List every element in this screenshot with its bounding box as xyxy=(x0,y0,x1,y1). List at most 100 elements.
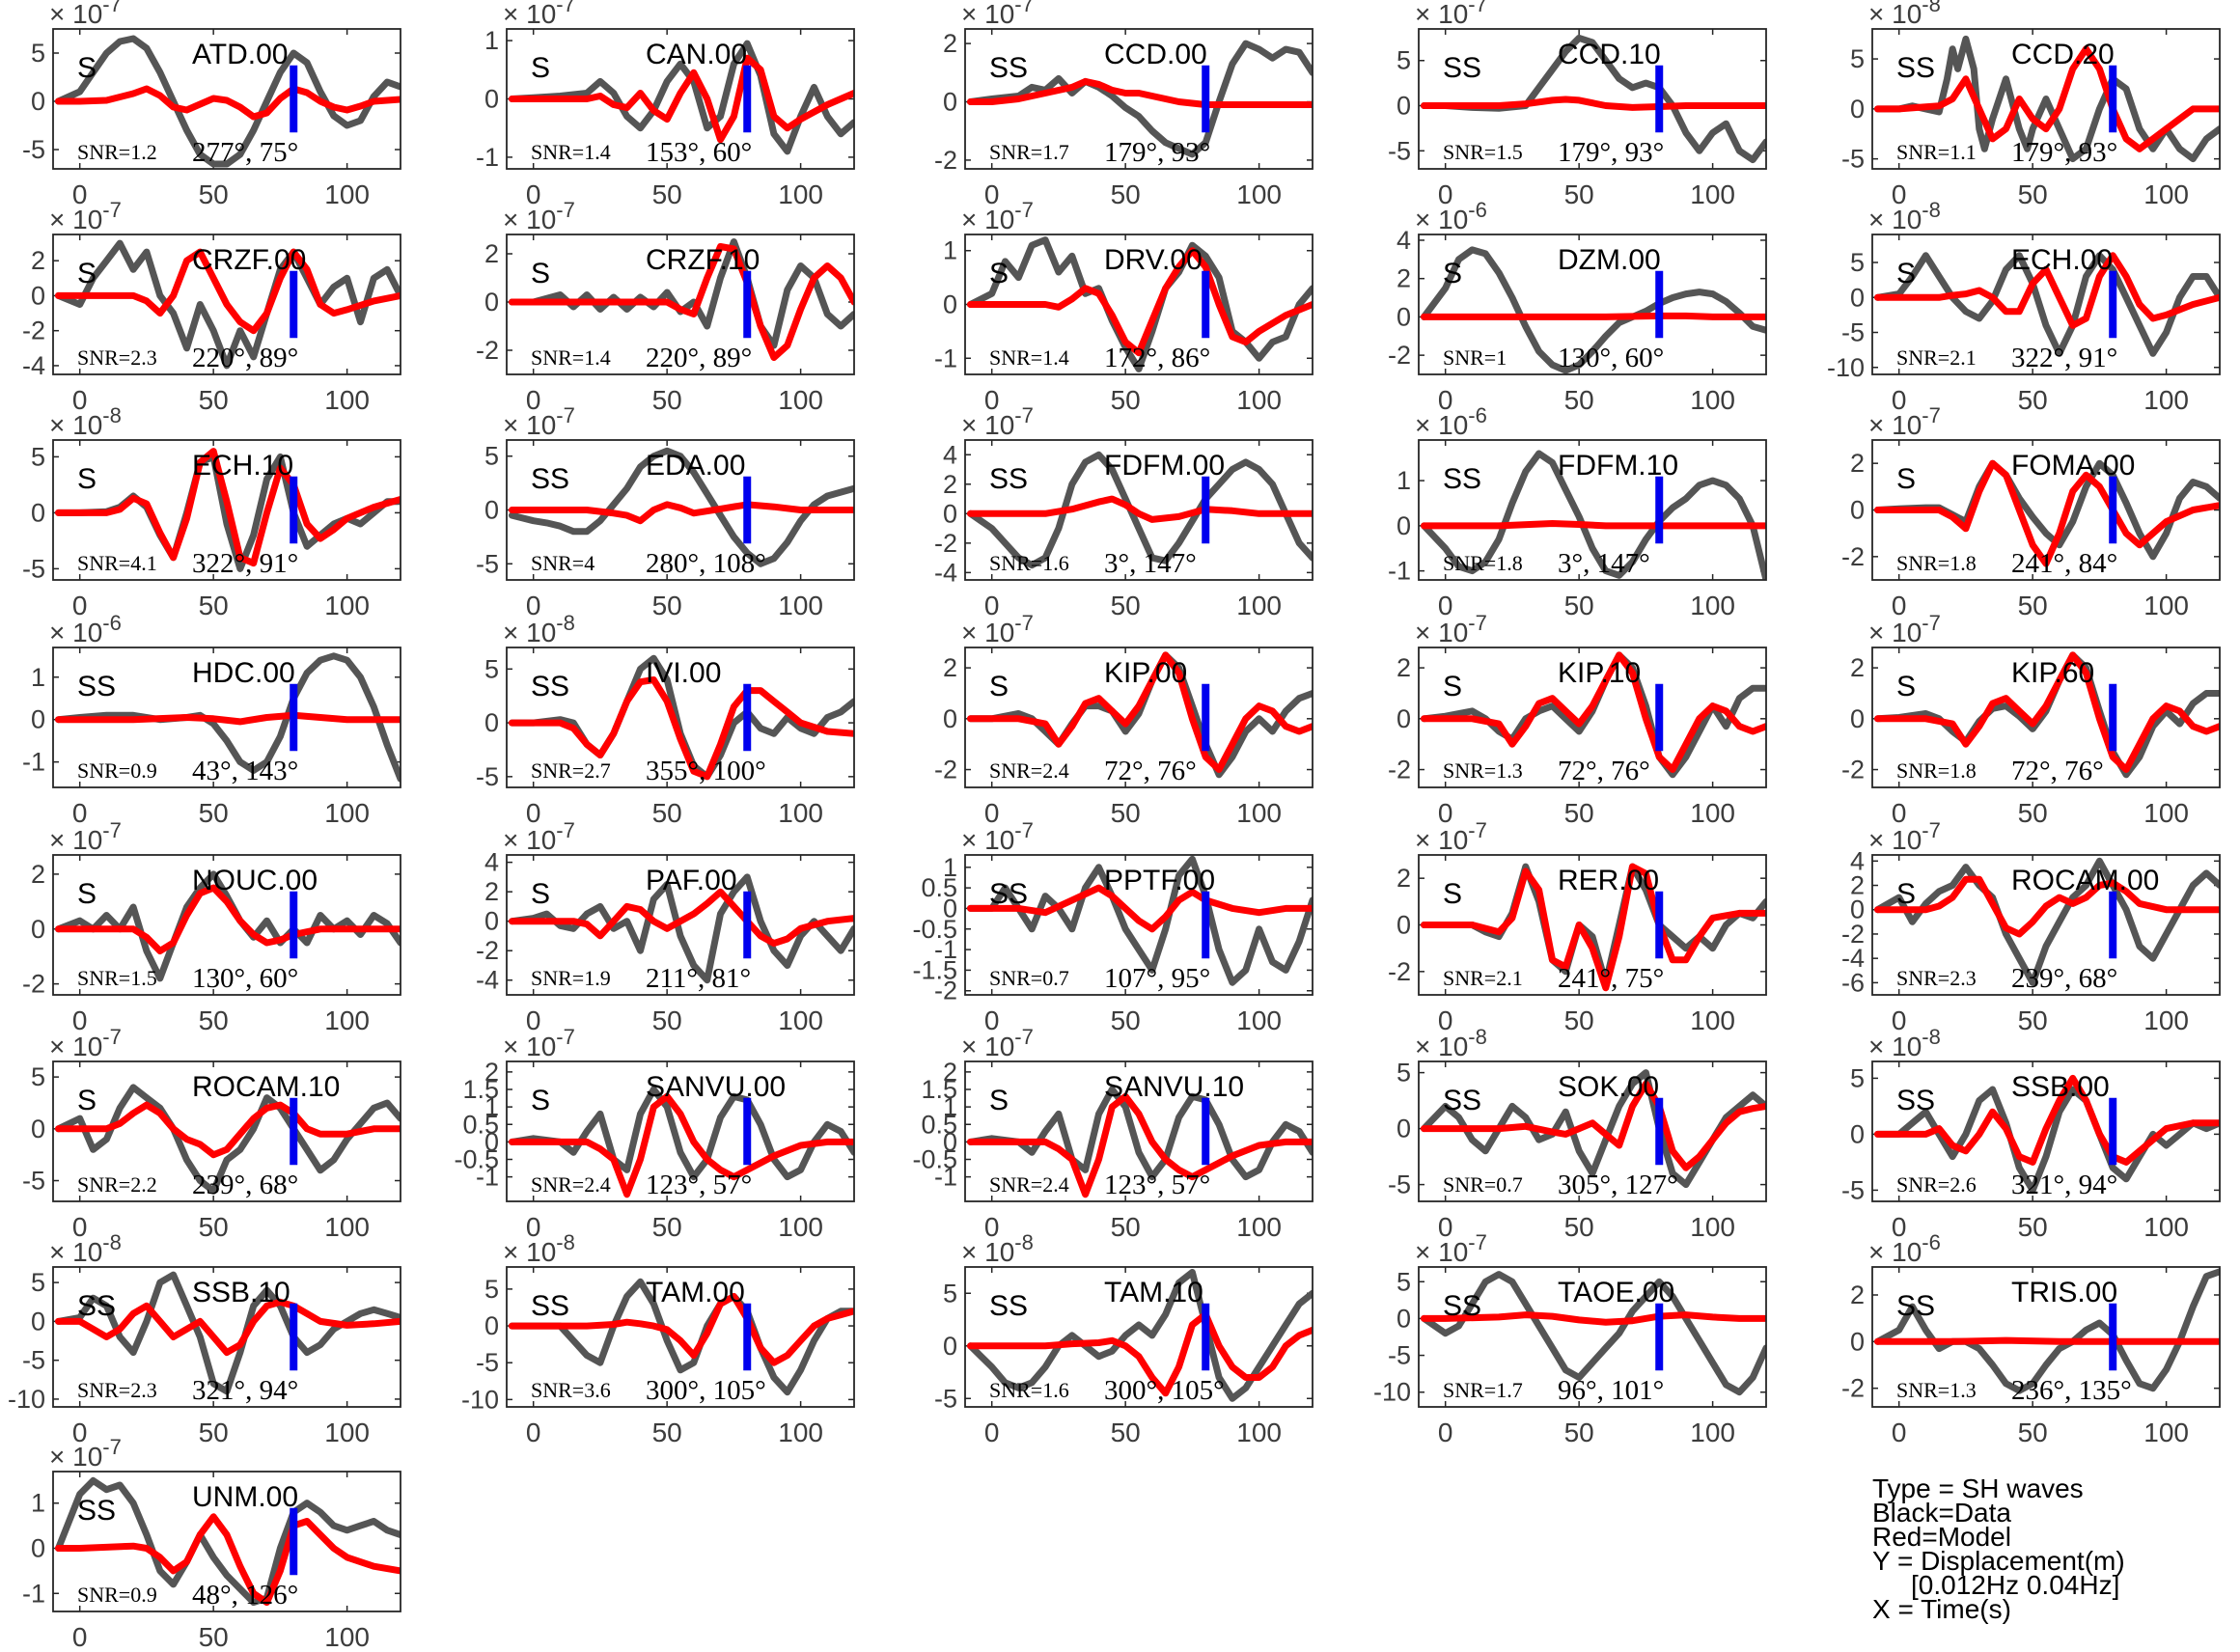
y-tick-label: 0 xyxy=(943,1127,957,1156)
axes-frame xyxy=(506,439,855,581)
phase-label: SS xyxy=(989,52,1028,84)
y-tick-label: 0 xyxy=(1397,302,1411,331)
azimuth-label: 211°, 81° xyxy=(646,963,751,994)
y-tick-label: 5 xyxy=(1397,1059,1411,1088)
snr-label: SNR=1.8 xyxy=(1443,551,1523,575)
x-tick-label: 100 xyxy=(1236,385,1282,415)
y-tick-label: 2 xyxy=(484,1058,499,1087)
y-tick-label: 2 xyxy=(943,470,957,499)
station-label: PPTF.00 xyxy=(1104,865,1215,896)
y-tick-label: 0 xyxy=(1850,95,1865,124)
x-tick-label: 0 xyxy=(984,179,1000,209)
model-trace xyxy=(967,1310,1313,1397)
axis-exponent: × 10-7 xyxy=(49,818,122,855)
snr-label: SNR=4 xyxy=(531,551,595,575)
x-tick-label: 0 xyxy=(1892,179,1907,209)
y-tick-label: -1 xyxy=(22,1579,45,1608)
y-tick-label: -2 xyxy=(934,529,957,558)
axes-frame xyxy=(1871,1266,2221,1408)
axes-frame xyxy=(1418,1060,1767,1202)
phase-label: S xyxy=(1443,258,1462,289)
axes-frame xyxy=(1418,28,1767,170)
y-tick-label: 5 xyxy=(484,1275,499,1304)
y-tick-label: 2 xyxy=(943,29,957,58)
axes-frame xyxy=(1871,854,2221,996)
station-label: TAOE.00 xyxy=(1558,1277,1674,1308)
phase-label: SS xyxy=(1443,463,1481,495)
phase-label: SS xyxy=(77,1290,116,1322)
phase-label: S xyxy=(1896,258,1916,289)
x-tick-label: 50 xyxy=(1564,1212,1594,1242)
x-tick-label: 0 xyxy=(526,1418,541,1447)
y-tick-label: 0 xyxy=(943,290,957,319)
subplot-KIP.10: -2 0 2 0 50 100 × 10-7 KIP.10 S SNR=1.3 72°, 76° xyxy=(1388,611,1767,828)
y-tick-label: -5 xyxy=(1841,145,1865,174)
y-tick-label: 2 xyxy=(484,877,499,906)
phase-label: SS xyxy=(531,671,569,702)
model-trace xyxy=(1421,651,1766,773)
x-tick-label: 0 xyxy=(984,1005,1000,1035)
axis-exponent: × 10-6 xyxy=(49,611,122,647)
data-trace xyxy=(55,239,401,370)
phase-label: SS xyxy=(1443,52,1481,84)
snr-label: SNR=1.3 xyxy=(1896,1378,1977,1402)
y-tick-label: 5 xyxy=(943,1279,957,1308)
snr-label: SNR=1.1 xyxy=(1896,140,1977,164)
azimuth-label: 123°, 57° xyxy=(646,1170,752,1200)
model-trace xyxy=(1874,875,2220,938)
azimuth-label: 280°, 108° xyxy=(646,548,766,579)
y-tick-label: 2 xyxy=(31,246,45,275)
y-tick-label: 0 xyxy=(943,894,957,922)
y-tick-label: -10 xyxy=(8,1385,45,1414)
x-tick-label: 0 xyxy=(1892,385,1907,415)
model-trace xyxy=(1421,1311,1766,1326)
axes-frame xyxy=(1418,647,1767,788)
axes-frame xyxy=(506,1266,855,1408)
snr-label: SNR=2.4 xyxy=(531,1172,611,1197)
x-tick-label: 0 xyxy=(72,385,88,415)
x-tick-label: 100 xyxy=(324,1005,370,1035)
y-tick-label: 1 xyxy=(484,1092,499,1121)
station-label: CCD.10 xyxy=(1558,39,1661,70)
y-tick-label: 2 xyxy=(1850,653,1865,682)
station-label: SANVU.00 xyxy=(646,1071,786,1103)
phase-label: S xyxy=(77,1085,97,1116)
axis-exponent: × 10-8 xyxy=(503,1230,575,1267)
data-trace xyxy=(967,451,1313,569)
y-tick-label: 0 xyxy=(484,1311,499,1340)
x-tick-label: 100 xyxy=(1690,179,1735,209)
phase-label: S xyxy=(1443,671,1462,702)
x-tick-label: 50 xyxy=(1564,798,1594,828)
phase-label: SS xyxy=(1896,52,1935,84)
snr-label: SNR=0.9 xyxy=(77,1583,157,1607)
axes-frame xyxy=(52,234,401,375)
y-tick-label: -5 xyxy=(1388,136,1411,165)
model-trace xyxy=(1874,1074,2220,1166)
station-label: SOK.00 xyxy=(1558,1071,1659,1103)
azimuth-label: 322°, 91° xyxy=(2011,343,2117,373)
x-tick-label: 100 xyxy=(1236,798,1282,828)
y-tick-label: -4 xyxy=(1841,944,1865,973)
axes-frame xyxy=(52,854,401,996)
x-tick-label: 0 xyxy=(1438,1418,1453,1447)
station-label: UNM.00 xyxy=(192,1481,298,1513)
station-label: DRV.00 xyxy=(1104,244,1203,276)
data-trace xyxy=(509,873,854,984)
y-tick-label: 0 xyxy=(1850,283,1865,312)
y-tick-label: -2 xyxy=(1841,920,1865,949)
model-trace xyxy=(967,651,1313,773)
phase-label: S xyxy=(531,258,550,289)
station-label: CRZF.10 xyxy=(646,244,760,276)
station-label: ECH.10 xyxy=(192,450,293,482)
x-tick-label: 50 xyxy=(199,591,229,620)
axes-frame xyxy=(964,234,1314,375)
x-tick-label: 100 xyxy=(778,1212,823,1242)
y-tick-label: 0 xyxy=(484,496,499,525)
axes-frame xyxy=(1418,1266,1767,1408)
y-tick-label: -1.5 xyxy=(912,955,957,984)
subplot-DZM.00: -2 0 2 4 0 50 100 × 10-6 DZM.00 S SNR=1 130°, 60° xyxy=(1388,198,1767,415)
